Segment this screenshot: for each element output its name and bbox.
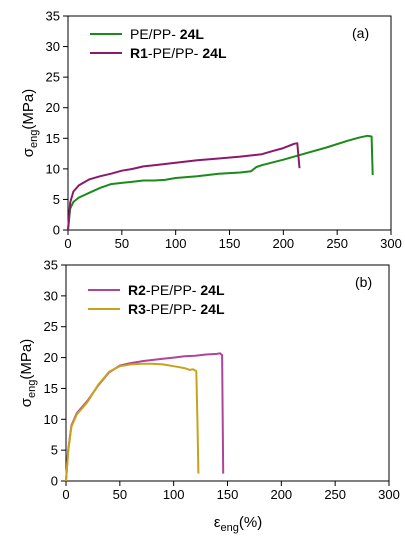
series-line-a-0 — [67, 134, 374, 231]
y-tick-label-a-3: 15 — [46, 131, 60, 146]
x-tick-label-a-4: 200 — [272, 236, 294, 251]
ticks-a: 0 50 100 150 200 250 300 0 5 10 15 20 25 30 35 — [46, 9, 402, 252]
y-axis-sub-b: eng — [26, 380, 38, 398]
x-tick-label-a-6: 300 — [380, 236, 402, 251]
y-axis-sub-a: eng — [28, 130, 40, 148]
y-tick-label-b-0: 0 — [51, 474, 58, 489]
y-axis-unit-a: (MPa) — [20, 89, 37, 130]
x-tick-label-b-5: 250 — [324, 487, 346, 502]
y-axis-label-a: σeng(MPa) — [20, 89, 40, 157]
y-tick-label-a-6: 30 — [46, 39, 60, 54]
legend-a: PE/PP- 24L R1-PE/PP- 24L — [90, 26, 227, 61]
x-tick-label-b-2: 100 — [163, 487, 185, 502]
y-axis-unit-b: (MPa) — [18, 339, 35, 380]
legend-b: R2-PE/PP- 24L R3-PE/PP- 24L — [88, 282, 225, 317]
y-tick-label-a-4: 20 — [46, 100, 60, 115]
y-axis-symbol-a: σ — [20, 147, 37, 157]
x-axis-symbol-b: ε — [214, 514, 221, 531]
legend-label-a-1: R1-PE/PP- 24L — [130, 45, 227, 61]
x-tick-label-b-6: 300 — [378, 487, 400, 502]
y-tick-label-a-0: 0 — [53, 223, 60, 238]
y-tick-label-a-1: 5 — [53, 192, 60, 207]
x-axis-unit-b: (%) — [239, 514, 262, 531]
panel-label-b: (b) — [355, 274, 372, 290]
x-tick-label-b-3: 150 — [217, 487, 239, 502]
x-tick-label-a-1: 50 — [115, 236, 129, 251]
y-tick-label-b-5: 25 — [44, 319, 58, 334]
x-tick-label-b-1: 50 — [113, 487, 127, 502]
y-tick-label-a-5: 25 — [46, 70, 60, 85]
panel-a: 0 50 100 150 200 250 300 0 5 10 15 20 25 30 35 (a) σen… — [20, 9, 402, 252]
legend-label-a-0: PE/PP- 24L — [130, 26, 204, 42]
y-tick-label-b-7: 35 — [44, 258, 58, 273]
series-line-b-0 — [65, 352, 225, 482]
y-tick-label-b-3: 15 — [44, 381, 58, 396]
legend-label-b-1: R3-PE/PP- 24L — [128, 301, 225, 317]
x-tick-label-a-5: 250 — [326, 236, 348, 251]
ticks-b: 0 50 100 150 200 250 300 0 5 10 15 20 25 30 35 — [44, 258, 400, 503]
x-tick-label-b-0: 0 — [62, 487, 69, 502]
x-tick-label-b-4: 200 — [270, 487, 292, 502]
y-tick-label-b-6: 30 — [44, 288, 58, 303]
y-axis-label-b: σeng(MPa) — [18, 339, 38, 407]
y-tick-label-b-1: 5 — [51, 443, 58, 458]
y-tick-label-a-2: 10 — [46, 161, 60, 176]
legend-label-b-0: R2-PE/PP- 24L — [128, 282, 225, 298]
x-tick-label-a-2: 100 — [165, 236, 187, 251]
series-a — [67, 134, 374, 231]
x-tick-label-a-3: 150 — [219, 236, 241, 251]
plot-frame-b — [65, 264, 390, 482]
plot-frame-a — [67, 15, 392, 231]
y-tick-label-b-2: 10 — [44, 412, 58, 427]
y-tick-label-a-7: 35 — [46, 9, 60, 24]
y-axis-symbol-b: σ — [18, 397, 35, 407]
x-tick-label-a-0: 0 — [64, 236, 71, 251]
panel-label-a: (a) — [352, 25, 369, 41]
series-b — [65, 352, 225, 482]
x-axis-label-b: εeng(%) — [214, 514, 262, 534]
series-line-b-1 — [65, 362, 200, 482]
y-tick-label-b-4: 20 — [44, 350, 58, 365]
x-axis-sub-b: eng — [221, 522, 239, 534]
series-line-a-1 — [67, 142, 301, 231]
